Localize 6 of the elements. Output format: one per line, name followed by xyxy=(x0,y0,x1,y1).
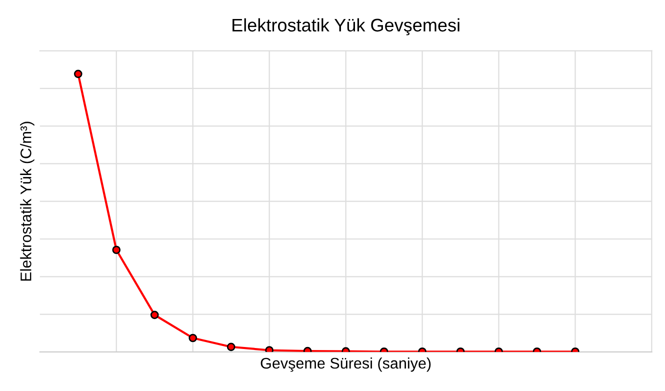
point xyxy=(112,246,121,254)
chart-title: Elektrostatik Yük Gevşemesi xyxy=(232,18,460,36)
x-axis-title: Gevşeme Süresi (saniye) xyxy=(260,357,431,372)
y-axis-title: Elektrostatik Yük (C/m³) xyxy=(20,122,34,281)
point xyxy=(265,346,274,352)
point xyxy=(74,70,82,78)
